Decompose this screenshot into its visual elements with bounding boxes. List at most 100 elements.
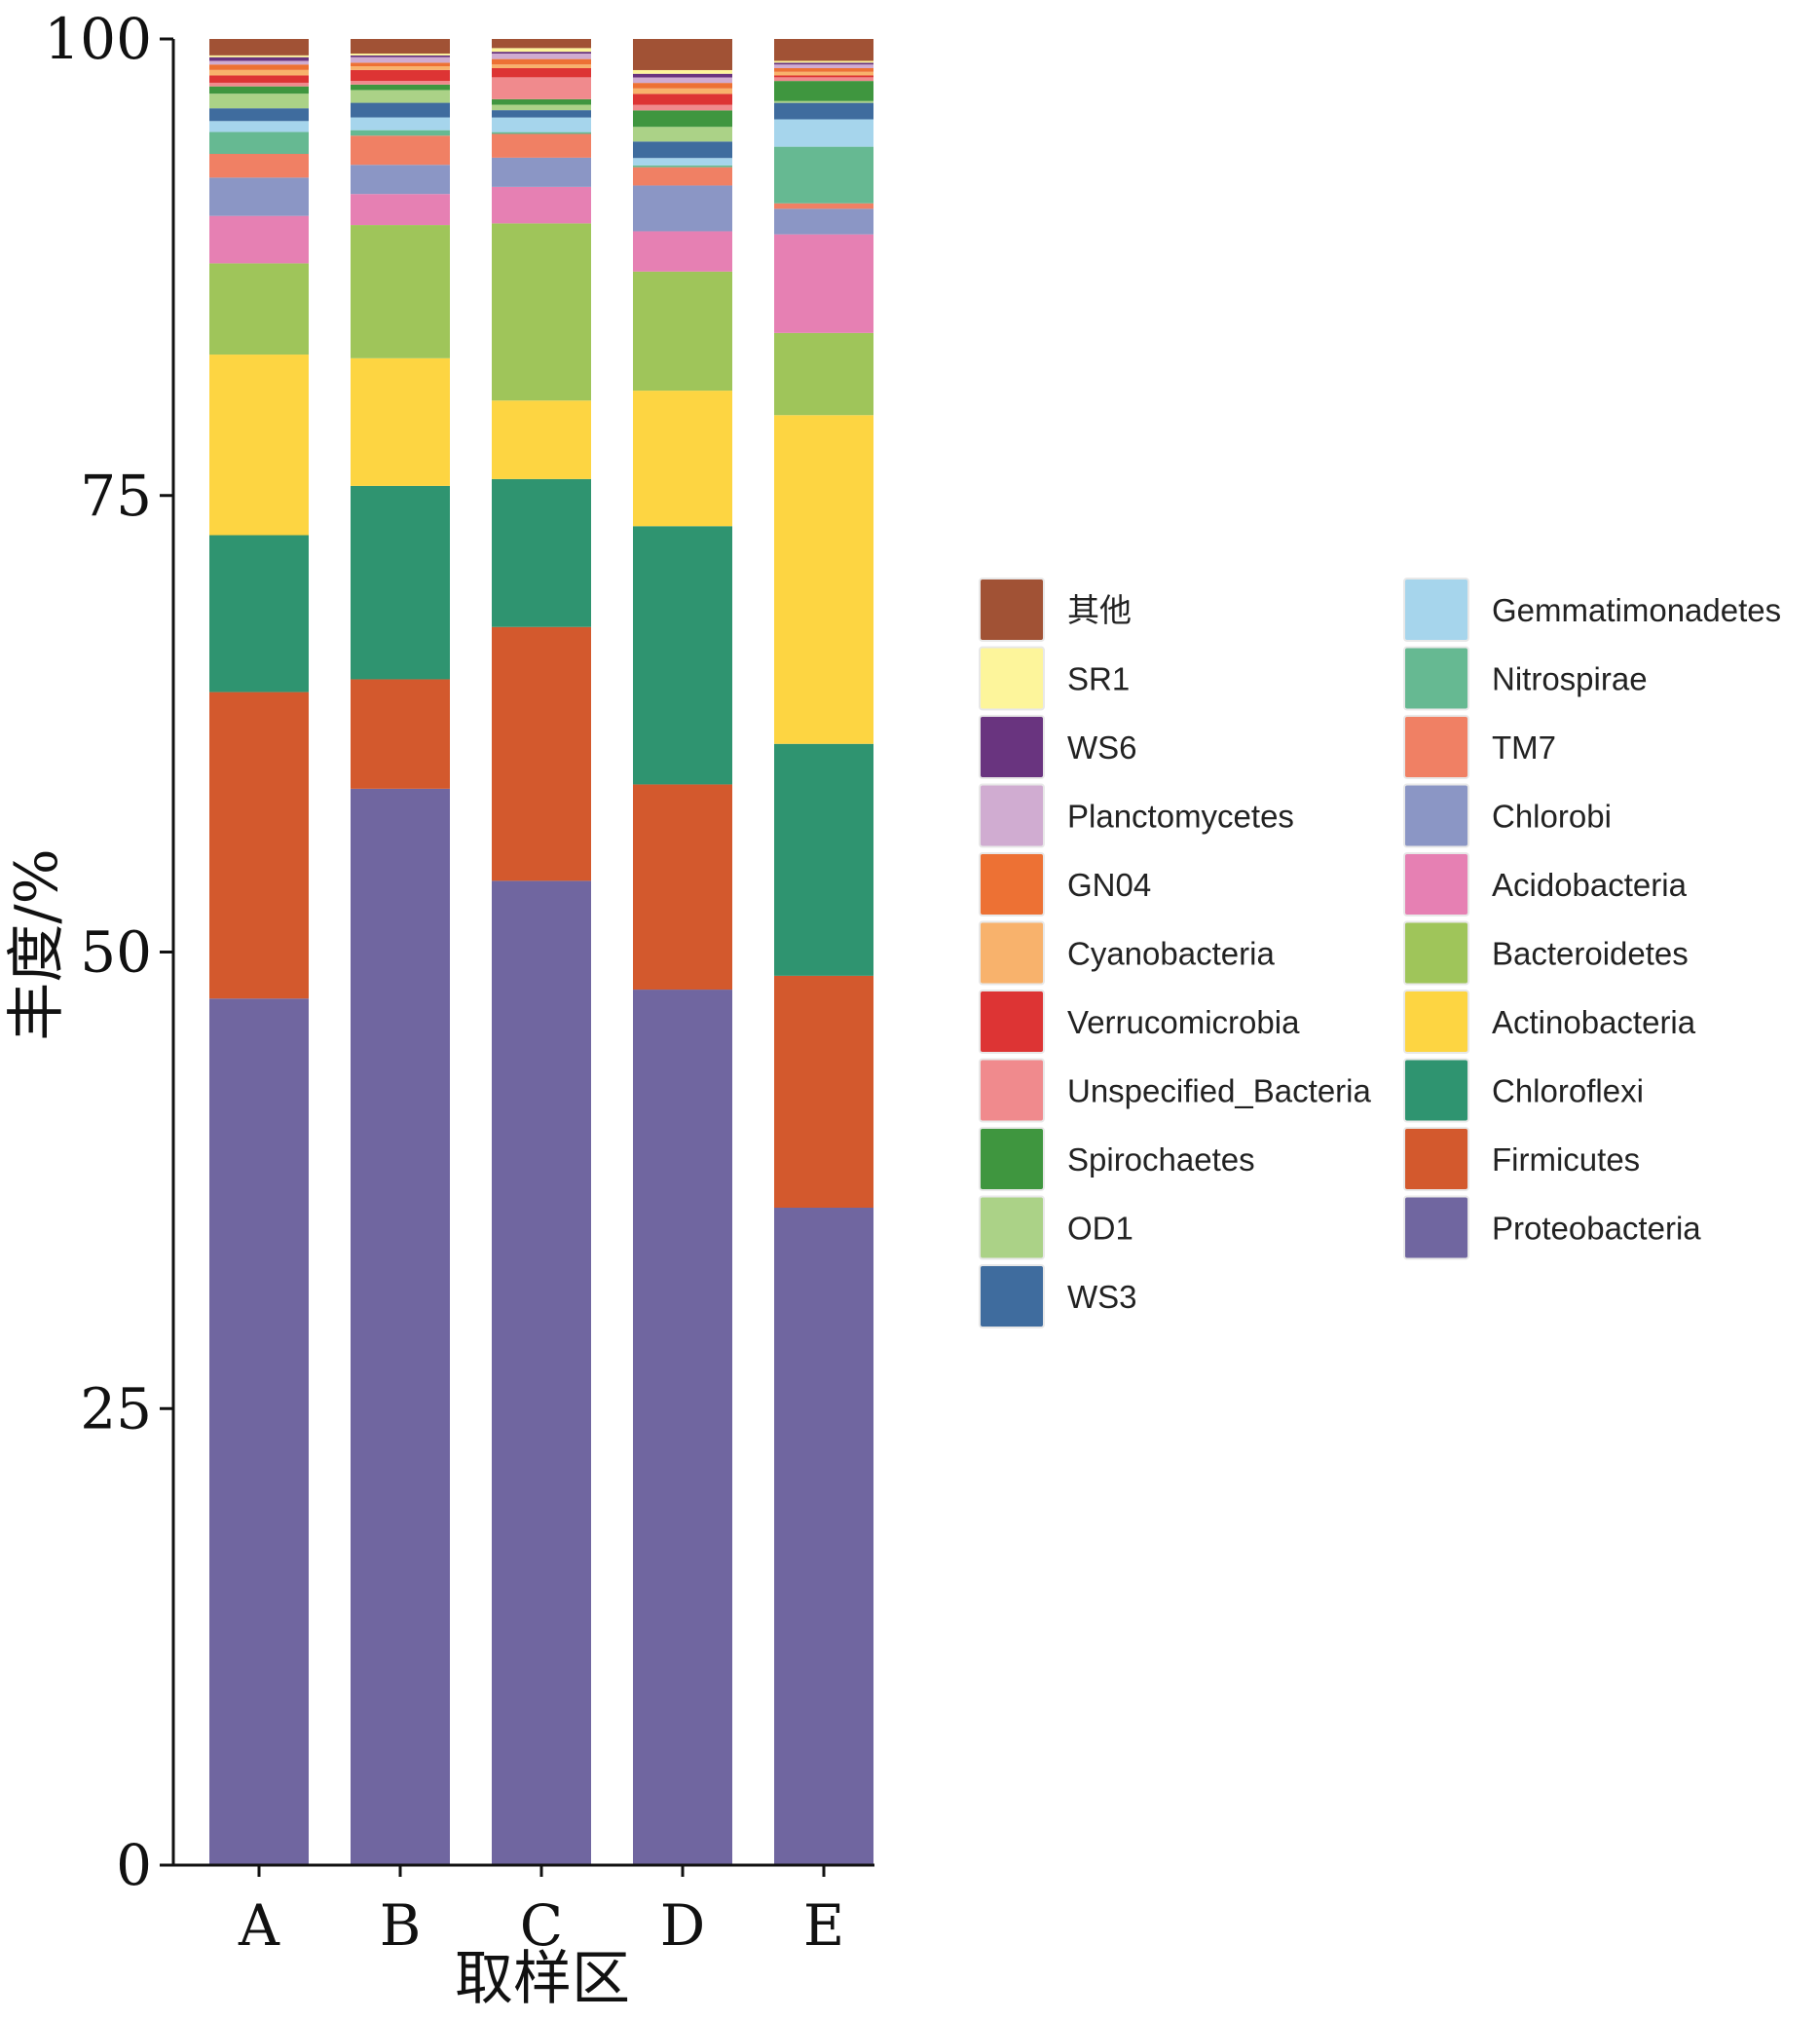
bar-segment-C-7 (492, 157, 591, 187)
bar-segment-C-3 (492, 478, 591, 627)
legend-label: Unspecified_Bacteria (1067, 1073, 1371, 1109)
bar-segment-B-12 (351, 90, 450, 103)
bar-segment-B-19 (351, 55, 450, 57)
legend-swatch (979, 1264, 1045, 1328)
bar-segment-D-1 (633, 990, 732, 1865)
bar-segment-B-11 (351, 102, 450, 118)
bar-segment-A-18 (209, 60, 309, 65)
y-ticks: 0 25 50 75 100 (44, 6, 173, 1898)
bar-segment-E-11 (774, 102, 873, 120)
y-tick-label: 50 (80, 919, 152, 986)
x-ticks: A B C D E (238, 1865, 844, 1959)
y-tick-label: 75 (80, 463, 152, 529)
bar-segment-C-17 (492, 58, 591, 65)
bar-segment-A-5 (209, 263, 309, 355)
bar-segment-A-11 (209, 108, 309, 122)
bar-segment-D-12 (633, 127, 732, 142)
bar-segment-A-10 (209, 121, 309, 132)
bar-segment-D-15 (633, 93, 732, 105)
bar-segment-E-17 (774, 68, 873, 72)
legend-label: Chloroflexi (1492, 1073, 1644, 1109)
bar-segment-C-20 (492, 48, 591, 53)
bar-segment-A-7 (209, 177, 309, 216)
bar-segment-A-6 (209, 215, 309, 264)
legend-label: Planctomycetes (1067, 799, 1294, 835)
bar-segment-C-21 (492, 39, 591, 49)
bar-segment-B-6 (351, 194, 450, 226)
bar-segment-B-20 (351, 53, 450, 56)
legend-label: TM7 (1492, 729, 1556, 766)
legend-label: Chlorobi (1492, 799, 1612, 835)
legend-label: Firmicutes (1492, 1141, 1640, 1178)
bar-segment-A-14 (209, 82, 309, 87)
bar-segment-C-10 (492, 117, 591, 132)
bar-segment-B-21 (351, 39, 450, 54)
bar-segment-A-16 (209, 69, 309, 76)
bar-segment-B-15 (351, 69, 450, 82)
bar-segment-D-21 (633, 39, 732, 70)
bar-segment-A-2 (209, 692, 309, 999)
bar-segment-E-10 (774, 119, 873, 147)
legend-swatch (1403, 646, 1469, 711)
bar-segment-E-21 (774, 39, 873, 61)
legend-swatch (979, 852, 1045, 916)
bar-segment-D-19 (633, 73, 732, 78)
bar-segment-E-7 (774, 208, 873, 235)
bar-segment-C-19 (492, 52, 591, 54)
legend-swatch (979, 578, 1045, 642)
legend-swatch (979, 990, 1045, 1054)
legend-label: OD1 (1067, 1211, 1133, 1247)
bar-segment-B-3 (351, 485, 450, 680)
bar-segment-A-9 (209, 131, 309, 155)
bar-segment-D-14 (633, 104, 732, 111)
bar-segment-E-13 (774, 81, 873, 101)
x-tick-label: C (520, 1892, 563, 1959)
bar-segment-C-13 (492, 98, 591, 105)
bar-segment-D-16 (633, 88, 732, 94)
bar-segment-C-8 (492, 133, 591, 158)
legend-swatch (1403, 1058, 1469, 1123)
bar-segment-C-5 (492, 223, 591, 401)
bar-segment-D-20 (633, 69, 732, 74)
bar-segment-A-15 (209, 75, 309, 83)
bar-segment-D-8 (633, 167, 732, 186)
bar-segment-E-16 (774, 71, 873, 76)
legend-label: Nitrospirae (1492, 661, 1648, 697)
legend-swatch (979, 1127, 1045, 1191)
x-tick-label: D (660, 1892, 706, 1959)
legend-label: WS3 (1067, 1279, 1137, 1315)
y-tick-label: 25 (80, 1375, 152, 1441)
legend-swatch (979, 646, 1045, 711)
bar-segment-B-8 (351, 135, 450, 166)
y-axis-title: 丰度/% (3, 848, 71, 1040)
legend-label: Spirochaetes (1067, 1141, 1255, 1178)
bar-segment-D-6 (633, 231, 732, 272)
legend: 其他 SR1 WS6 Planctomycetes GN04 Cyanobacteria V… (979, 578, 1781, 1328)
bar-segment-A-1 (209, 998, 309, 1865)
bar-segment-E-9 (774, 146, 873, 204)
legend-swatch (979, 1058, 1045, 1123)
bar-segment-A-20 (209, 55, 309, 57)
legend-label: Cyanobacteria (1067, 936, 1275, 972)
legend-label: 其他 (1067, 592, 1132, 628)
bar-segment-D-5 (633, 271, 732, 392)
x-tick-label: E (803, 1892, 844, 1959)
bar-segment-C-4 (492, 400, 591, 479)
bar-segment-B-14 (351, 81, 450, 85)
legend-label: Actinobacteria (1492, 1004, 1696, 1040)
x-tick-label: B (380, 1892, 422, 1959)
legend-label: GN04 (1067, 867, 1151, 903)
legend-label: Verrucomicrobia (1067, 1004, 1300, 1040)
bar-segment-D-4 (633, 391, 732, 527)
bar-segment-D-11 (633, 141, 732, 159)
bar-segment-C-18 (492, 54, 591, 59)
legend-swatch (1403, 1127, 1469, 1191)
bar-segment-E-19 (774, 62, 873, 65)
bar-segment-E-3 (774, 743, 873, 976)
bar-segment-B-16 (351, 66, 450, 70)
legend-swatch (979, 715, 1045, 779)
bar-segment-C-15 (492, 68, 591, 78)
bar-segment-B-17 (351, 62, 450, 67)
bar-segment-D-9 (633, 165, 732, 168)
bar-segment-E-12 (774, 100, 873, 103)
